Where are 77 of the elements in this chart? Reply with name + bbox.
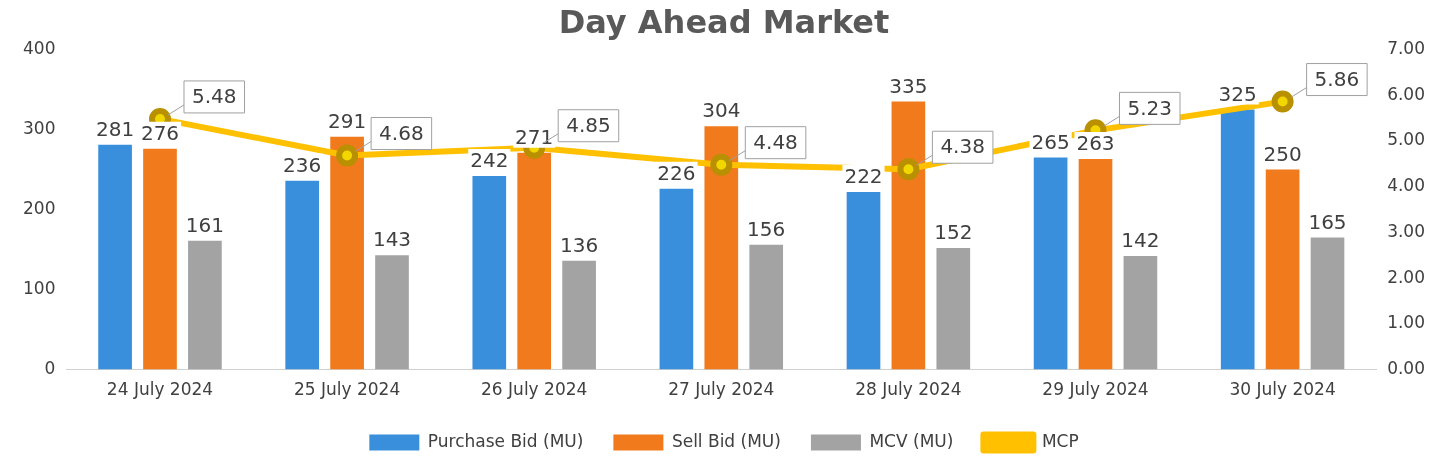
point bbox=[1271, 90, 1294, 113]
y2-tick-label: 4.00 bbox=[1387, 175, 1426, 196]
data-label: 136 bbox=[560, 232, 599, 257]
data-label: 165 bbox=[1308, 209, 1347, 234]
data-label: 4.48 bbox=[753, 129, 798, 154]
bar bbox=[659, 188, 694, 370]
x-tick-label: 24 July 2024 bbox=[106, 379, 214, 400]
data-label: 5.48 bbox=[192, 84, 237, 109]
data-label: 291 bbox=[328, 108, 367, 133]
data-label: 271 bbox=[515, 124, 554, 149]
data-label: 4.68 bbox=[379, 120, 424, 145]
y-tick-label: 0 bbox=[44, 358, 56, 379]
data-label: 4.85 bbox=[566, 112, 611, 137]
bar bbox=[188, 240, 222, 370]
data-label: 236 bbox=[283, 152, 322, 177]
data-label: 152 bbox=[934, 220, 973, 245]
y-tick-label: 100 bbox=[22, 277, 56, 298]
y2-tick-label: 2.00 bbox=[1387, 266, 1426, 287]
data-label: 325 bbox=[1218, 81, 1257, 106]
x-tick-label: 28 July 2024 bbox=[855, 379, 962, 400]
legend-label: Purchase Bid (MU) bbox=[427, 430, 584, 451]
bar bbox=[1265, 169, 1300, 370]
data-label: 263 bbox=[1076, 131, 1115, 156]
bar bbox=[891, 101, 926, 370]
x-tick-label: 25 July 2024 bbox=[293, 379, 401, 400]
data-label: 226 bbox=[657, 160, 696, 185]
data-label: 5.86 bbox=[1314, 66, 1360, 91]
data-label: 276 bbox=[140, 120, 180, 145]
bar bbox=[285, 180, 320, 370]
data-label: 156 bbox=[747, 216, 786, 241]
legend-label: MCP bbox=[1041, 430, 1079, 451]
bar bbox=[1033, 157, 1068, 370]
data-label: 161 bbox=[185, 212, 224, 237]
bar bbox=[98, 144, 132, 370]
bar bbox=[936, 247, 971, 370]
x-tick-label: 30 July 2024 bbox=[1229, 379, 1336, 400]
bar bbox=[375, 255, 409, 370]
y2-tick-label: 3.00 bbox=[1387, 220, 1426, 241]
y2-tick-label: 6.00 bbox=[1387, 83, 1426, 104]
point bbox=[336, 144, 359, 167]
y-tick-label: 400 bbox=[22, 37, 56, 58]
x-tick-label: 29 July 2024 bbox=[1042, 379, 1149, 400]
x-tick-label: 26 July 2024 bbox=[481, 379, 588, 400]
y2-tick-label: 5.00 bbox=[1387, 129, 1426, 150]
bar bbox=[1220, 109, 1255, 370]
bar bbox=[143, 148, 177, 370]
bar bbox=[1123, 255, 1158, 370]
point bbox=[897, 158, 920, 181]
x-tick-label: 27 July 2024 bbox=[668, 379, 775, 400]
bar bbox=[1078, 159, 1113, 370]
data-label: 335 bbox=[889, 73, 928, 98]
y-tick-label: 200 bbox=[22, 197, 56, 218]
data-label: 250 bbox=[1263, 141, 1302, 166]
data-label: 242 bbox=[470, 148, 509, 173]
data-label: 222 bbox=[844, 164, 883, 189]
bar bbox=[704, 126, 739, 370]
chart-title: Day Ahead Market bbox=[558, 2, 890, 41]
bar bbox=[846, 191, 881, 370]
data-label: 4.38 bbox=[940, 134, 985, 159]
bar bbox=[330, 136, 364, 370]
data-label: 304 bbox=[702, 98, 741, 123]
bar bbox=[749, 244, 784, 370]
legend-label: Sell Bid (MU) bbox=[671, 430, 781, 451]
data-label: 265 bbox=[1031, 129, 1070, 154]
point bbox=[710, 153, 733, 176]
data-label: 142 bbox=[1121, 228, 1160, 253]
y2-tick-label: 0.00 bbox=[1387, 358, 1426, 379]
bar bbox=[1310, 237, 1345, 370]
y2-tick-label: 1.00 bbox=[1387, 312, 1426, 333]
data-label: 143 bbox=[372, 227, 412, 252]
y2-tick-label: 7.00 bbox=[1387, 37, 1426, 58]
legend-label: MCV (MU) bbox=[869, 430, 954, 451]
bar bbox=[562, 260, 596, 370]
y-tick-label: 300 bbox=[22, 117, 56, 138]
data-label: 281 bbox=[96, 116, 135, 141]
data-label: 5.23 bbox=[1127, 95, 1173, 120]
bar bbox=[472, 175, 507, 370]
